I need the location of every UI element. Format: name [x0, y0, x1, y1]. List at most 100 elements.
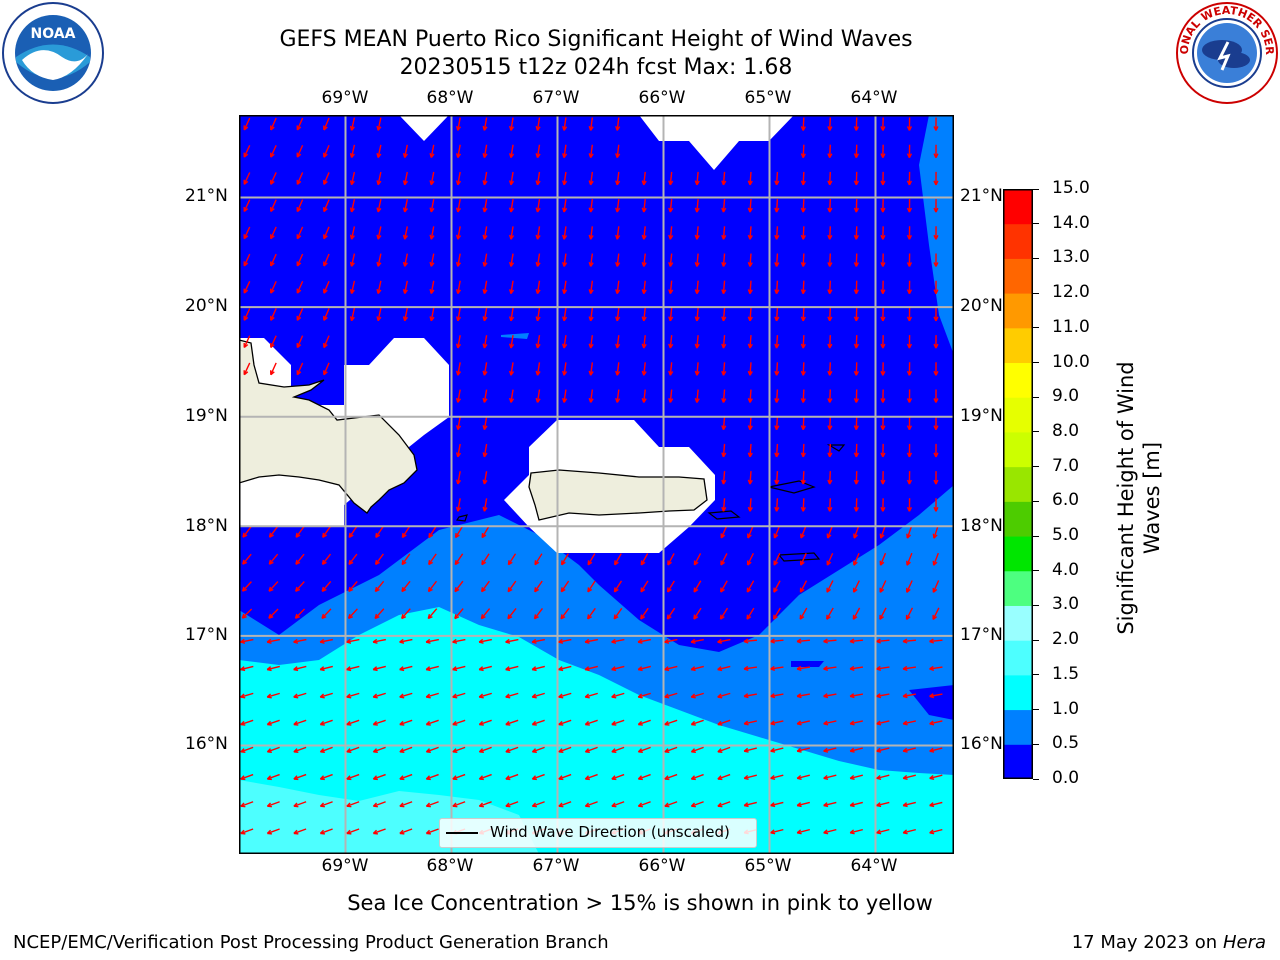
wave-direction-arrow — [536, 280, 541, 294]
wave-direction-arrow — [775, 171, 779, 185]
colorbar-tick-label: 12.0 — [1052, 282, 1090, 303]
wave-direction-arrow — [510, 199, 514, 213]
wave-direction-arrow — [267, 773, 280, 780]
wave-direction-arrow — [457, 335, 461, 349]
arrow-head — [323, 371, 328, 376]
wave-direction-arrow — [323, 308, 330, 321]
arrow-head — [483, 262, 488, 267]
arrow-head — [669, 235, 674, 240]
wave-direction-arrow — [773, 525, 781, 539]
wave-direction-arrow — [852, 607, 861, 620]
arrow-head — [775, 235, 780, 240]
wave-direction-arrow — [826, 607, 834, 620]
wave-direction-arrow — [401, 608, 411, 619]
wave-direction-arrow — [876, 828, 890, 834]
arrow-head — [457, 398, 462, 403]
wave-direction-arrow — [853, 580, 860, 593]
wave-direction-arrow — [457, 226, 461, 240]
wave-direction-arrow — [775, 443, 779, 457]
wave-direction-arrow — [802, 117, 805, 131]
wave-direction-arrow — [616, 307, 620, 321]
arrow-head — [799, 616, 805, 620]
arrow-head — [929, 750, 935, 753]
arrow-head — [346, 723, 352, 726]
arrow-head — [855, 398, 859, 403]
wave-direction-arrow — [241, 608, 253, 619]
wave-direction-arrow — [802, 443, 805, 457]
wave-direction-arrow — [720, 553, 728, 566]
wave-direction-arrow — [903, 828, 916, 834]
arrow-head — [696, 343, 700, 349]
arrow-head — [829, 343, 833, 349]
arrow-head — [585, 668, 590, 672]
wave-direction-arrow — [430, 280, 435, 294]
arrow-head — [587, 588, 593, 593]
arrow-head — [775, 425, 780, 431]
arrow-head — [614, 561, 619, 566]
colorbar-tick-mark — [1033, 466, 1039, 468]
wave-direction-arrow — [243, 281, 251, 294]
svg-text:NOAA: NOAA — [31, 26, 76, 42]
wave-direction-arrow — [749, 471, 752, 485]
arrow-head — [823, 832, 829, 835]
arrow-head — [322, 561, 327, 565]
wave-direction-arrow — [243, 117, 251, 131]
arrow-head — [908, 506, 913, 512]
arrow-head — [796, 695, 802, 699]
colorbar-tick-mark — [1033, 604, 1039, 606]
wave-direction-arrow — [638, 773, 651, 780]
arrow-head — [293, 641, 299, 644]
arrow-head — [296, 153, 302, 158]
arrow-head — [717, 723, 723, 726]
wave-direction-arrow — [270, 144, 277, 158]
arrow-head — [743, 668, 749, 671]
wave-direction-arrow — [669, 307, 673, 321]
arrow-head — [351, 262, 355, 267]
wave-direction-arrow — [505, 801, 519, 807]
land-anegada — [826, 444, 846, 452]
wave-direction-arrow — [350, 144, 356, 158]
wave-direction-arrow — [479, 719, 492, 726]
arrow-head — [935, 234, 939, 240]
arrow-head — [933, 534, 938, 539]
arrow-head — [270, 289, 275, 294]
wave-direction-arrow — [743, 693, 758, 698]
wave-direction-arrow — [350, 171, 356, 185]
wave-direction-arrow — [585, 665, 598, 671]
wave-direction-arrow — [903, 747, 916, 752]
wave-direction-arrow — [664, 719, 678, 726]
arrow-head — [826, 588, 832, 593]
arrow-head — [479, 696, 484, 699]
wave-direction-arrow — [829, 389, 831, 403]
arrow-head — [452, 641, 458, 644]
wave-direction-arrow — [350, 280, 356, 294]
wave-direction-arrow — [426, 719, 439, 726]
arrow-head — [855, 234, 859, 240]
wave-direction-arrow — [563, 335, 567, 349]
wave-direction-arrow — [850, 828, 863, 834]
colorbar-tick-mark — [1033, 362, 1039, 364]
arrow-head — [935, 316, 939, 322]
colorbar-tick-label: 15.0 — [1052, 178, 1090, 198]
arrow-head — [696, 398, 700, 403]
wave-direction-arrow — [933, 525, 939, 539]
colorbar-tick-label: 10.0 — [1052, 351, 1090, 372]
arrow-head — [320, 723, 325, 726]
arrow-head — [348, 534, 354, 538]
arrow-head — [749, 343, 753, 349]
wave-direction-arrow — [457, 253, 461, 267]
wave-direction-arrow — [906, 580, 913, 593]
arrow-head — [428, 561, 434, 566]
colorbar-swatch — [1003, 466, 1033, 502]
wave-height-map — [238, 115, 954, 854]
wave-direction-arrow — [321, 553, 332, 565]
wave-direction-arrow — [426, 801, 439, 807]
arrow-head — [855, 153, 859, 159]
arrow-head — [351, 235, 355, 240]
wave-direction-arrow — [717, 638, 731, 643]
wave-direction-arrow — [296, 172, 304, 185]
arrow-head — [558, 668, 564, 672]
wave-direction-arrow — [321, 581, 332, 592]
arrow-head — [323, 180, 328, 185]
wave-direction-arrow — [401, 580, 411, 592]
